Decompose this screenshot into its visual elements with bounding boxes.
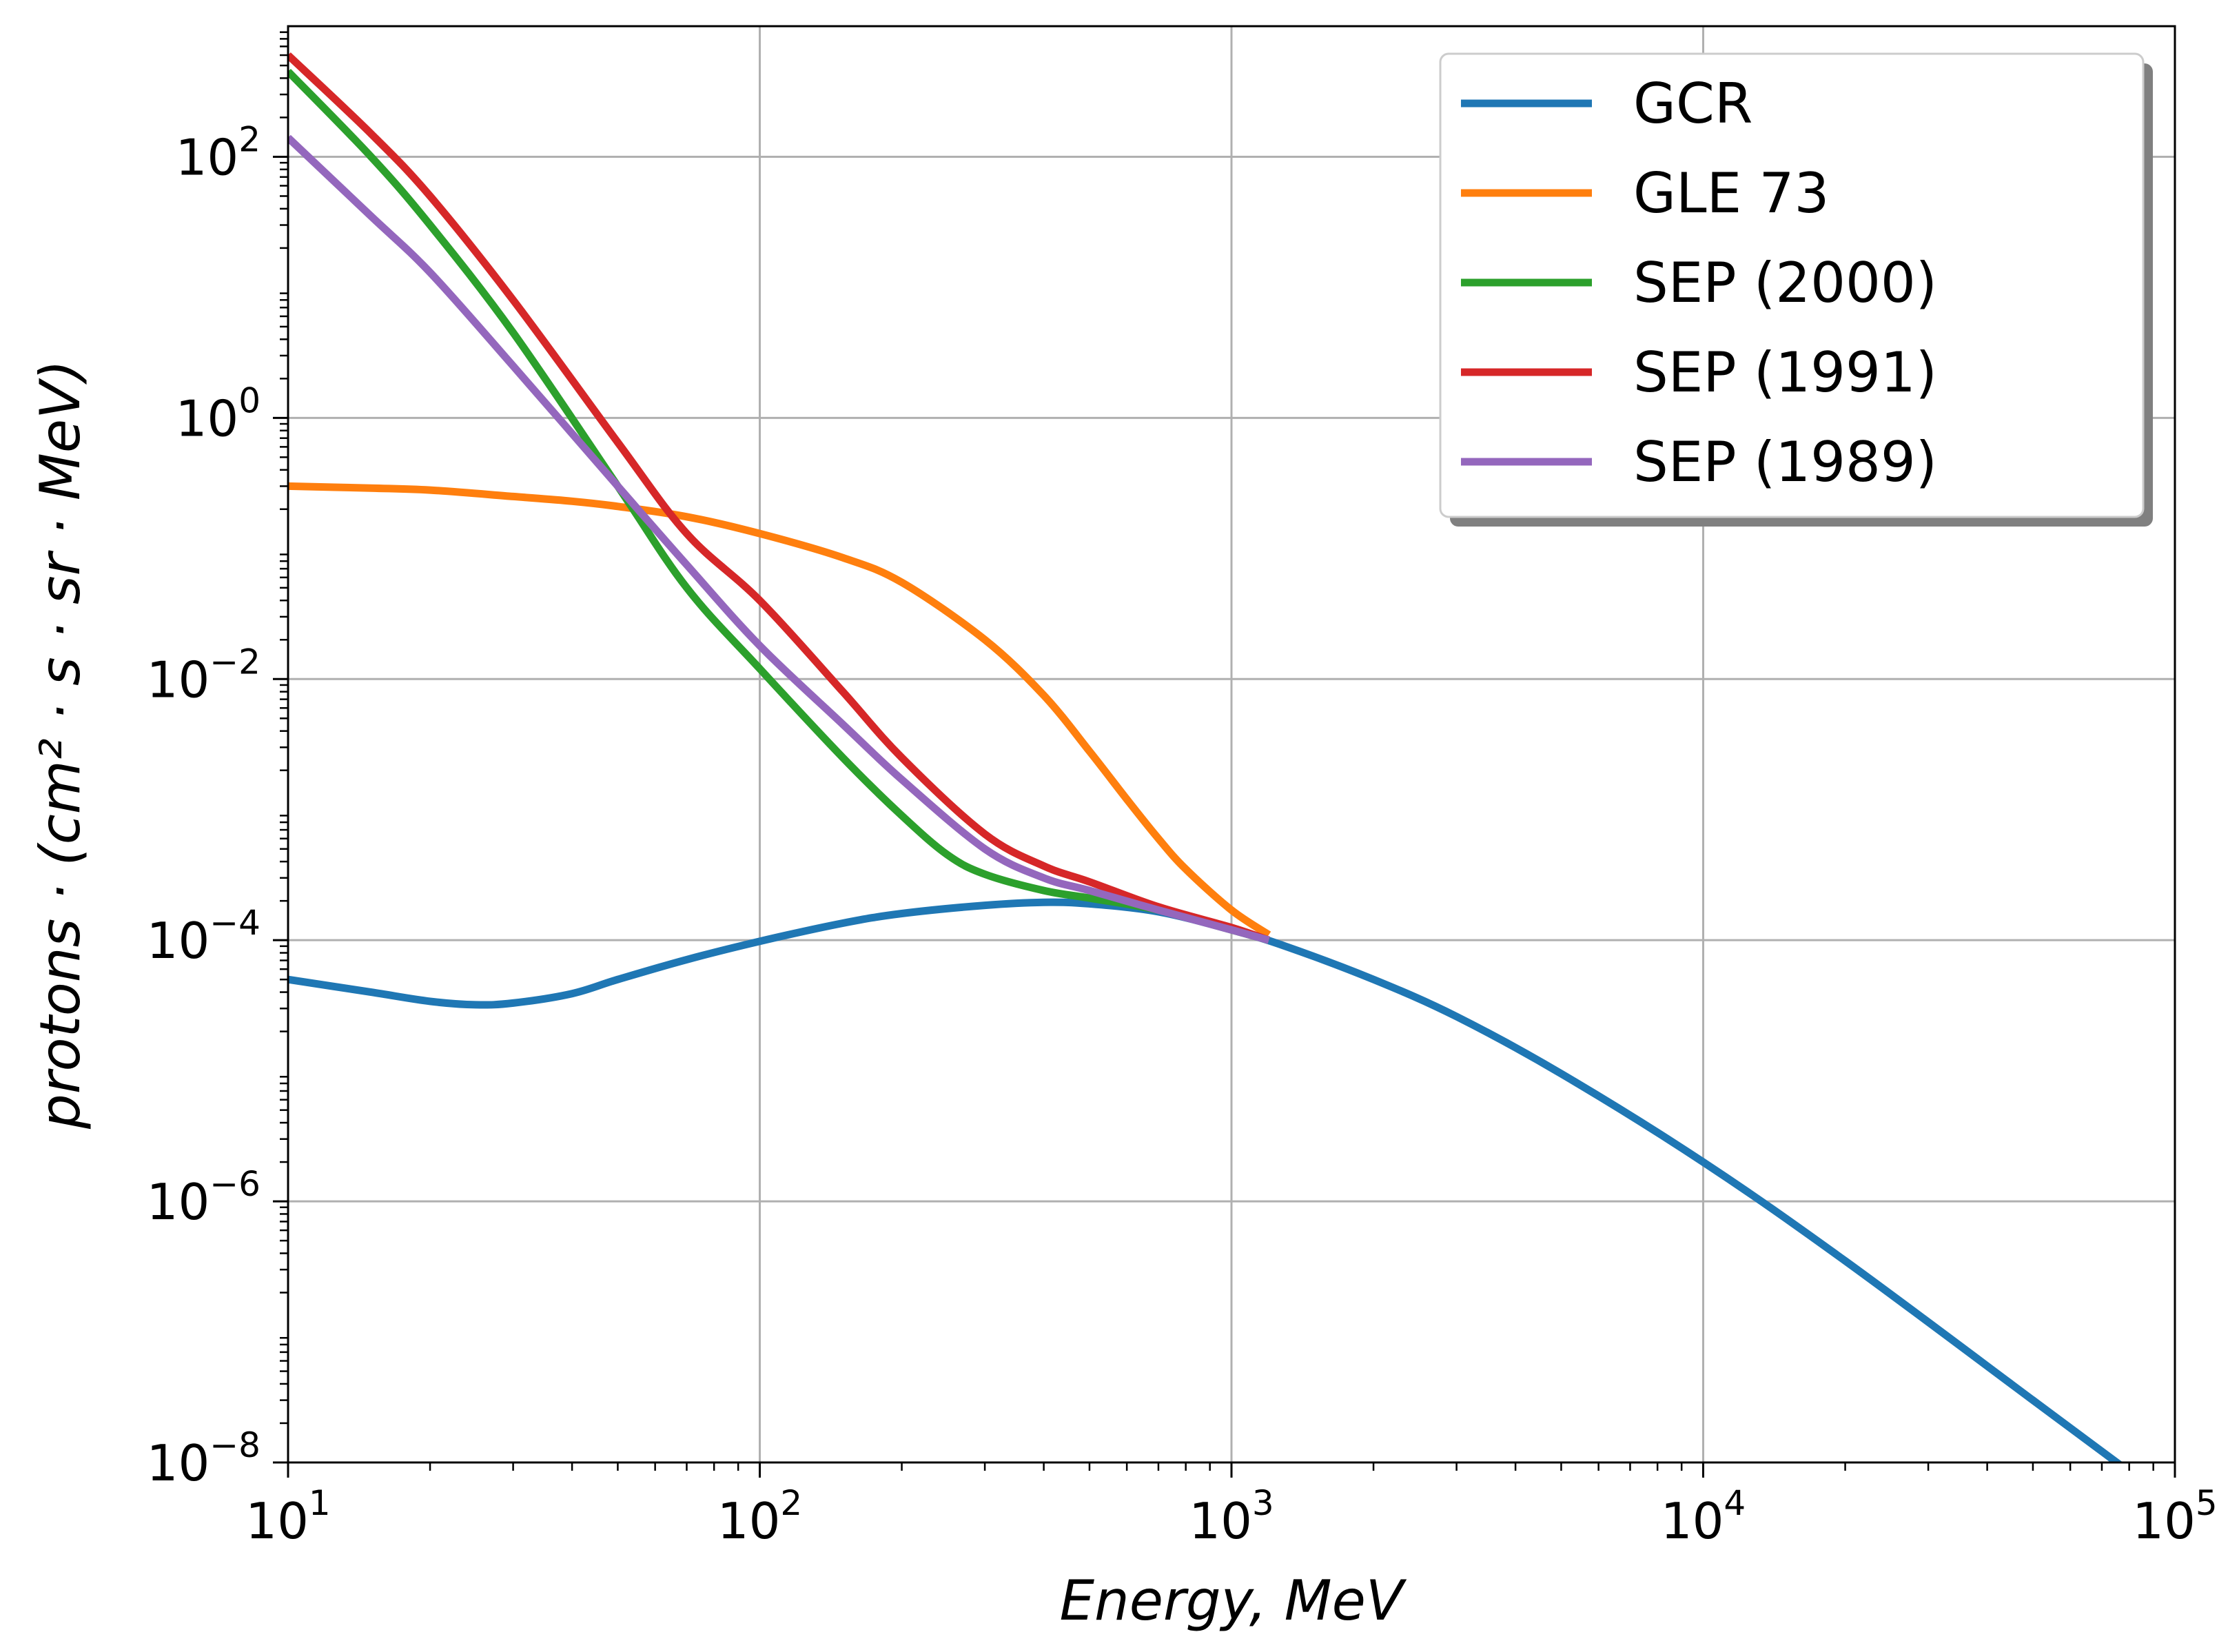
y-tick-exponent: −6 xyxy=(209,1164,260,1204)
x-axis-label: Energy, MeV xyxy=(1059,1569,1407,1633)
legend-label: GLE 73 xyxy=(1633,161,1829,225)
y-tick-exponent: −2 xyxy=(209,642,260,682)
minor-ticks xyxy=(280,31,2154,1471)
x-tick-base: 10 xyxy=(1189,1492,1252,1550)
y-tick-base: 10 xyxy=(147,651,210,708)
y-tick-exponent: −8 xyxy=(209,1425,260,1465)
series-line-gcr xyxy=(288,898,2123,1462)
series-line-sep-1991 xyxy=(288,52,1271,944)
y-tick-label: 100 xyxy=(176,380,260,447)
x-tick-base: 10 xyxy=(717,1492,781,1550)
y-tick-label: 10−2 xyxy=(147,642,260,708)
y-tick-label: 102 xyxy=(176,119,260,186)
x-tick-label: 105 xyxy=(2132,1483,2217,1550)
y-axis-label: protons · (cm² · s · sr · MeV) xyxy=(28,360,92,1130)
x-tick-exponent: 5 xyxy=(2196,1483,2218,1523)
legend: GCR GLE 73 SEP (2000) SEP (1991) SEP (1989) xyxy=(1439,52,2153,527)
y-tick-exponent: 0 xyxy=(238,380,260,420)
legend-label: SEP (1989) xyxy=(1633,430,1937,494)
x-tick-labels: 101 102 103 104 105 xyxy=(245,1483,2217,1550)
x-tick-exponent: 2 xyxy=(780,1483,802,1523)
y-tick-label: 10−4 xyxy=(147,903,260,970)
y-tick-label: 10−6 xyxy=(147,1164,260,1231)
x-tick-exponent: 4 xyxy=(1724,1483,1746,1523)
legend-label: GCR xyxy=(1633,72,1752,136)
series-line-sep-2000 xyxy=(288,68,1270,944)
x-tick-base: 10 xyxy=(245,1492,309,1550)
y-tick-exponent: −4 xyxy=(209,903,260,943)
x-tick-base: 10 xyxy=(1661,1492,1724,1550)
y-tick-base: 10 xyxy=(147,912,210,970)
y-tick-base: 10 xyxy=(147,1173,210,1231)
legend-box xyxy=(1439,52,2145,518)
x-tick-label: 102 xyxy=(717,1483,802,1550)
x-tick-label: 101 xyxy=(245,1483,330,1550)
x-tick-exponent: 3 xyxy=(1252,1483,1274,1523)
y-tick-label: 10−8 xyxy=(147,1425,260,1492)
y-tick-base: 10 xyxy=(176,389,239,447)
x-tick-base: 10 xyxy=(2132,1492,2196,1550)
y-tick-base: 10 xyxy=(176,128,239,186)
series-line-sep-1989 xyxy=(288,134,1270,944)
legend-label: SEP (2000) xyxy=(1633,251,1937,315)
series-line-gle-73 xyxy=(288,482,1271,938)
major-ticks xyxy=(273,155,2176,1478)
series-lines xyxy=(288,52,2123,1462)
y-tick-base: 10 xyxy=(147,1434,210,1492)
legend-label: SEP (1991) xyxy=(1633,340,1937,405)
x-tick-label: 103 xyxy=(1189,1483,1274,1550)
x-tick-label: 104 xyxy=(1661,1483,1746,1550)
y-tick-exponent: 2 xyxy=(238,119,260,159)
x-tick-exponent: 1 xyxy=(309,1483,331,1523)
